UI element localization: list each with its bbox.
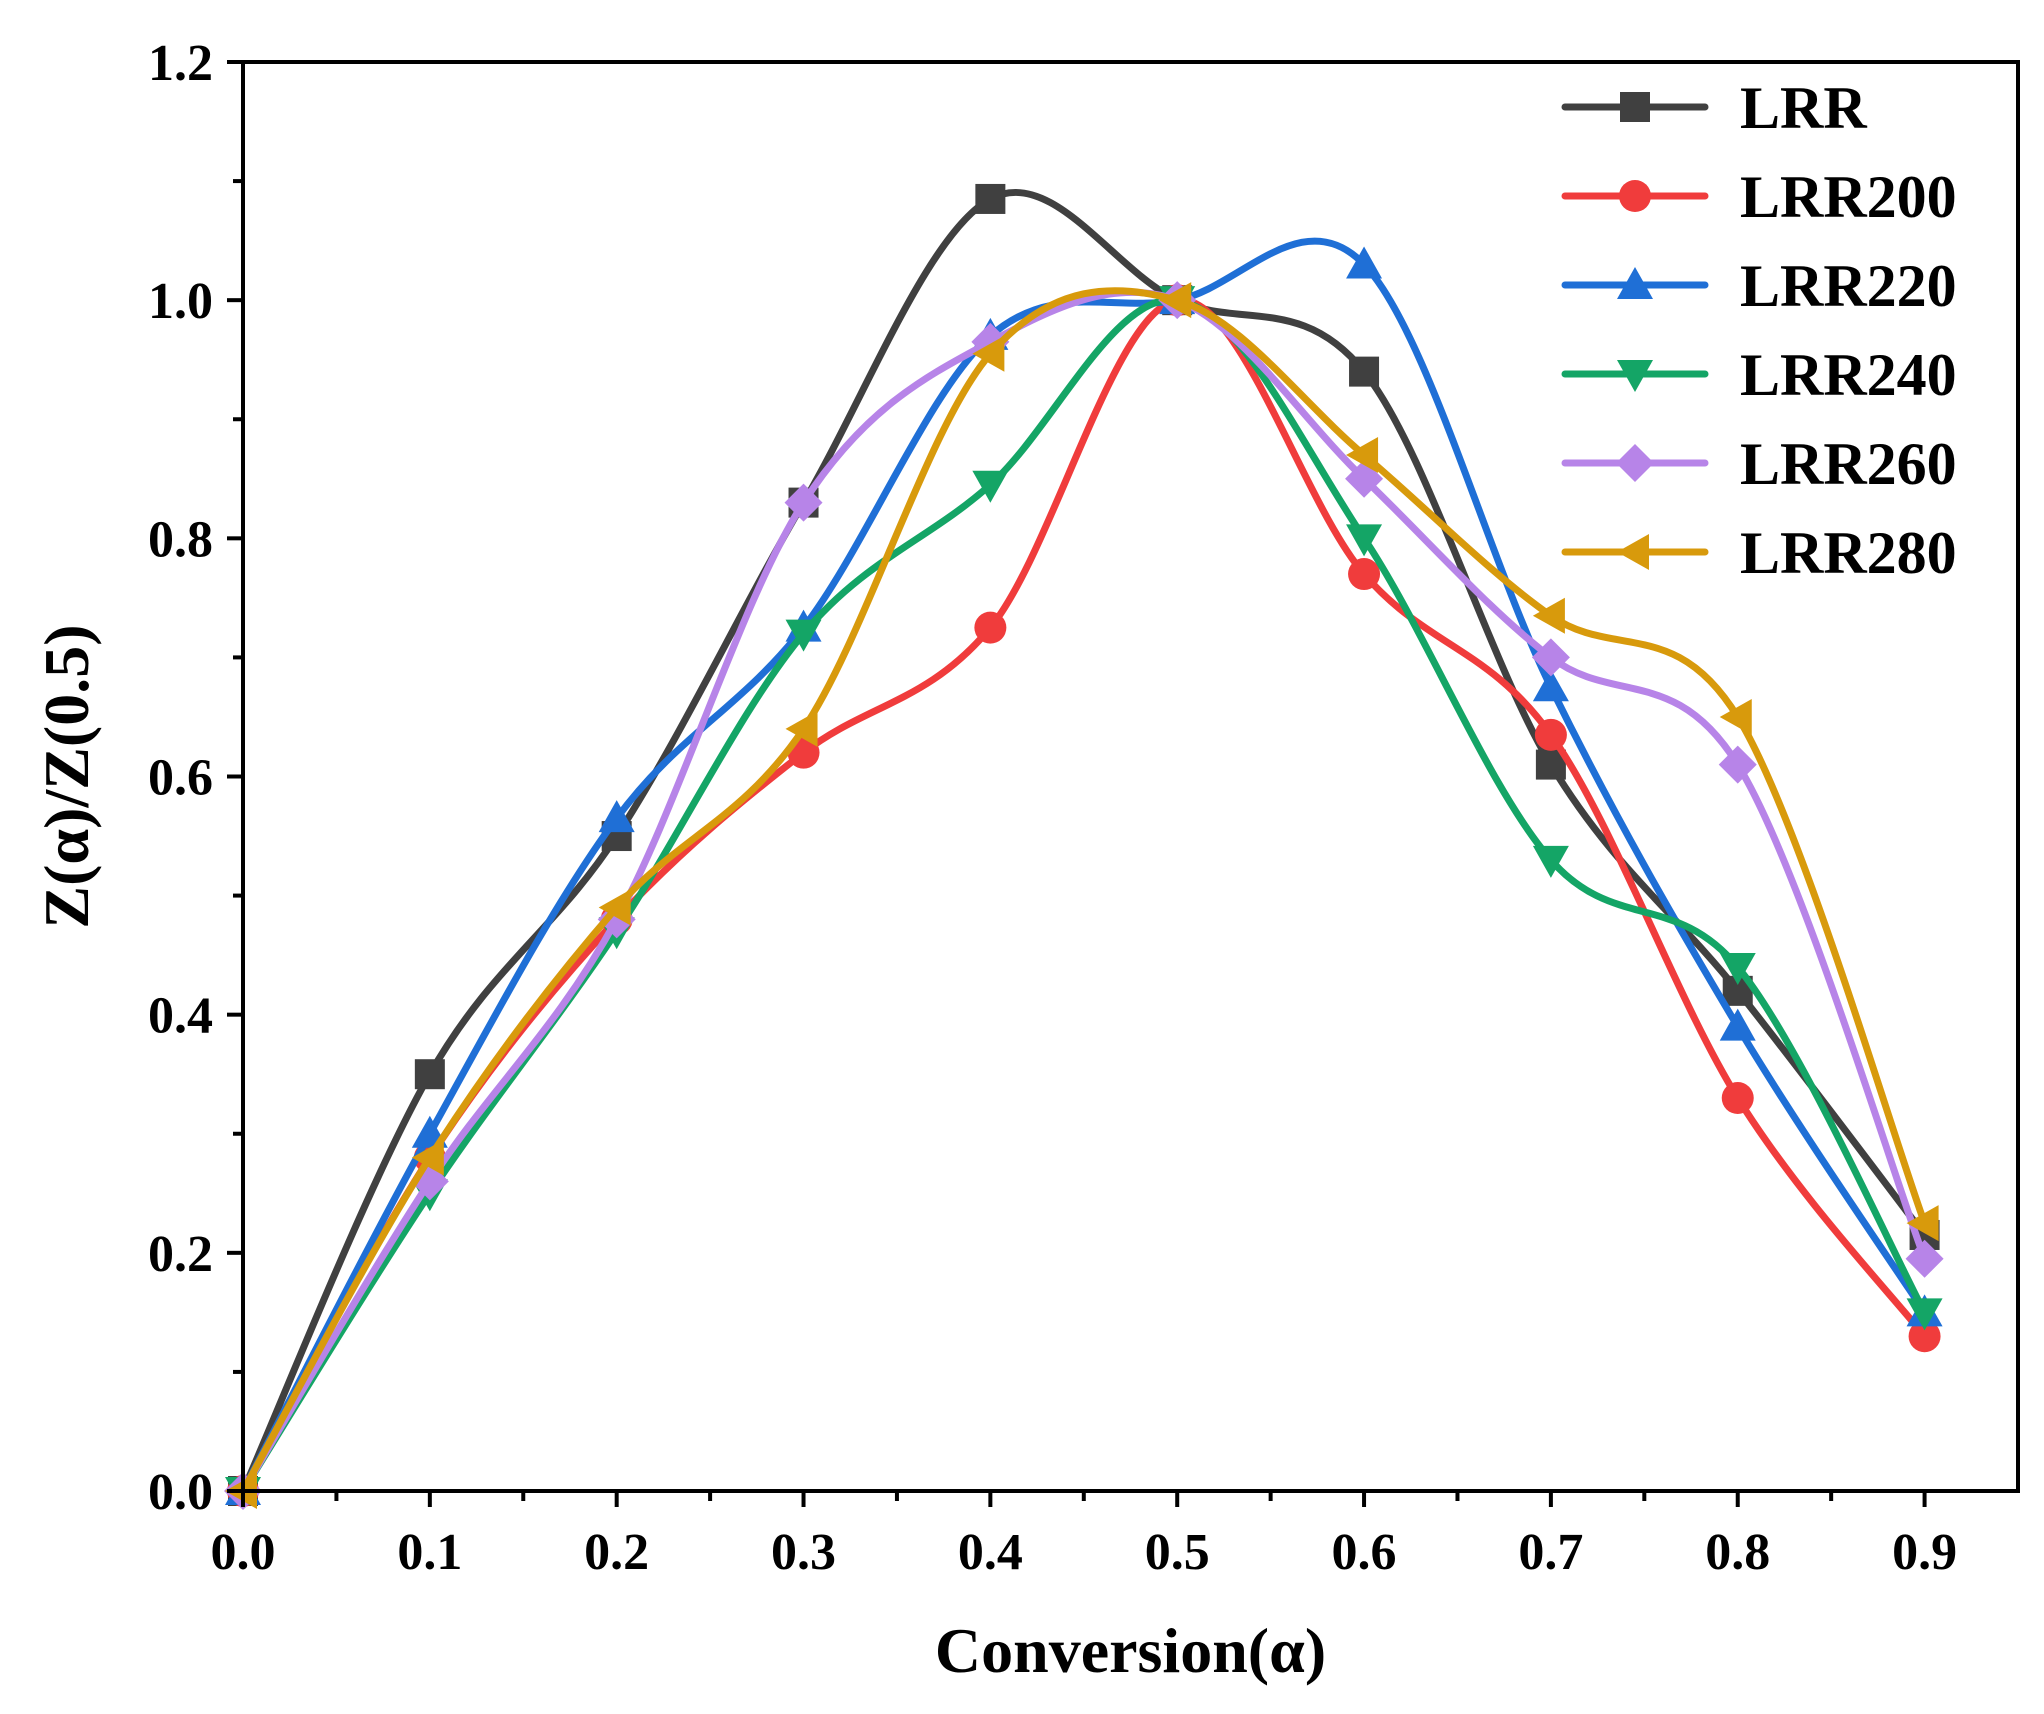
legend-label-lrr200: LRR200 xyxy=(1740,164,1957,230)
legend-label-lrr220: LRR220 xyxy=(1740,253,1957,319)
legend-marker-lrr280 xyxy=(1617,534,1649,570)
data-point-lrr280-2 xyxy=(598,889,631,926)
y-tick-label-1: 0.2 xyxy=(148,1226,213,1283)
y-tick-label-5: 1.0 xyxy=(148,273,213,330)
series-lrr280 xyxy=(225,282,1939,1509)
legend-marker-lrr220 xyxy=(1617,267,1653,299)
x-tick-label-8: 0.8 xyxy=(1705,1524,1770,1581)
data-point-lrr220-2 xyxy=(598,800,635,833)
x-tick-label-1: 0.1 xyxy=(397,1524,462,1581)
legend-marker-lrr xyxy=(1620,92,1650,122)
data-point-lrr260-7 xyxy=(1531,638,1570,677)
series-layer xyxy=(224,183,1944,1510)
series-lrr240 xyxy=(225,286,1943,1509)
series-line-lrr220 xyxy=(239,237,1929,1495)
series-line-lrr280 xyxy=(239,287,1929,1495)
data-point-lrr200-6 xyxy=(1348,558,1381,591)
x-tick-label-6: 0.6 xyxy=(1332,1524,1397,1581)
data-point-lrr200-9 xyxy=(1908,1320,1941,1353)
legend: LRR LRR200 LRR220 LRR240 LRR260 LRR280 xyxy=(1561,75,1957,586)
legend-item-lrr280: LRR280 xyxy=(1561,520,1957,586)
data-point-lrr260-8 xyxy=(1718,745,1757,784)
data-point-lrr280-5 xyxy=(1159,282,1192,319)
series-line-lrr240 xyxy=(239,296,1929,1495)
axes-layer: 0.0 0.1 0.2 0.3 0.4 0.5 0.6 0.7 0.8 0.9 0.0 0.2 0.4 0… xyxy=(148,35,2020,1581)
legend-item-lrr220: LRR220 xyxy=(1561,253,1957,319)
data-point-lrr-4 xyxy=(975,183,1006,214)
y-tick-label-2: 0.4 xyxy=(148,988,213,1045)
data-point-lrr-6 xyxy=(1349,356,1380,387)
legend-item-lrr200: LRR200 xyxy=(1561,164,1957,230)
y-tick-label-6: 1.2 xyxy=(148,35,213,92)
y-tick-label-4: 0.8 xyxy=(148,511,213,568)
data-point-lrr240-9 xyxy=(1906,1298,1943,1331)
data-point-lrr280-6 xyxy=(1346,436,1379,473)
x-tick-label-9: 0.9 xyxy=(1892,1524,1957,1581)
x-axis-title: Conversion(α) xyxy=(935,1615,1326,1686)
data-point-lrr240-3 xyxy=(785,619,822,652)
y-axis-title: Z(α)/Z(0.5) xyxy=(31,624,102,928)
data-point-lrr200-4 xyxy=(974,611,1007,644)
data-point-lrr220-6 xyxy=(1346,246,1383,279)
x-tick-label-4: 0.4 xyxy=(958,1524,1023,1581)
x-tick-label-7: 0.7 xyxy=(1518,1524,1583,1581)
data-point-lrr260-3 xyxy=(784,483,823,522)
data-point-lrr280-1 xyxy=(411,1139,444,1176)
data-point-lrr200-7 xyxy=(1534,718,1567,751)
data-point-lrr280-4 xyxy=(972,335,1005,372)
legend-item-lrr: LRR xyxy=(1561,75,1867,141)
data-point-lrr220-8 xyxy=(1719,1008,1756,1041)
data-point-lrr280-8 xyxy=(1719,698,1752,735)
series-lrr200 xyxy=(227,284,1941,1507)
legend-item-lrr260: LRR260 xyxy=(1561,431,1957,497)
legend-label-lrr240: LRR240 xyxy=(1740,342,1957,408)
data-point-lrr280-3 xyxy=(785,710,818,747)
x-tick-label-5: 0.5 xyxy=(1145,1524,1210,1581)
series-lrr xyxy=(228,183,1940,1506)
data-point-lrr220-7 xyxy=(1532,669,1569,702)
legend-marker-lrr260 xyxy=(1616,444,1654,482)
legend-label-lrr: LRR xyxy=(1740,75,1867,141)
legend-label-lrr260: LRR260 xyxy=(1740,431,1957,497)
series-line-lrr xyxy=(239,188,1929,1495)
legend-marker-lrr200 xyxy=(1619,180,1651,212)
legend-label-lrr280: LRR280 xyxy=(1740,520,1957,586)
legend-marker-lrr240 xyxy=(1617,360,1653,392)
series-line-lrr200 xyxy=(239,296,1929,1495)
y-tick-label-0: 0.0 xyxy=(148,1464,213,1521)
data-point-lrr260-9 xyxy=(1905,1239,1944,1278)
legend-item-lrr240: LRR240 xyxy=(1561,342,1957,408)
data-point-lrr280-7 xyxy=(1532,597,1565,634)
data-point-lrr240-8 xyxy=(1719,953,1756,986)
x-tick-label-3: 0.3 xyxy=(771,1524,836,1581)
data-point-lrr240-4 xyxy=(972,470,1009,503)
data-point-lrr-1 xyxy=(414,1059,445,1090)
data-point-lrr240-7 xyxy=(1532,845,1569,878)
x-tick-label-2: 0.2 xyxy=(584,1524,649,1581)
series-line-lrr260 xyxy=(239,288,1929,1495)
data-point-lrr200-8 xyxy=(1721,1082,1754,1115)
y-tick-label-3: 0.6 xyxy=(148,750,213,807)
data-point-lrr240-6 xyxy=(1346,524,1383,557)
x-tick-label-0: 0.0 xyxy=(211,1524,276,1581)
data-point-lrr280-9 xyxy=(1906,1205,1939,1242)
